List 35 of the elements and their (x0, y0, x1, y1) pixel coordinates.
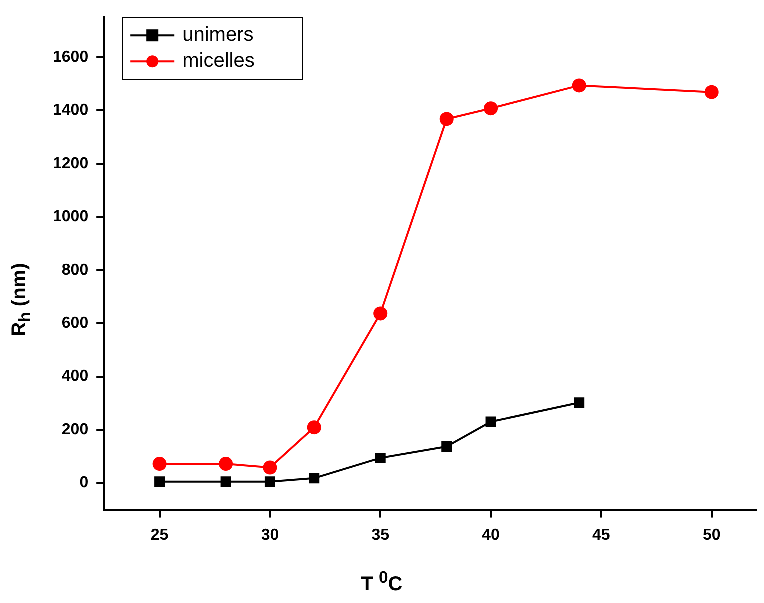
point (263, 460, 278, 475)
x-tick-label: 25 (150, 526, 169, 544)
point (374, 306, 388, 321)
y-tick-label: 1400 (53, 102, 89, 120)
y-tick-label: 0 (80, 474, 89, 492)
y-tick-label: 800 (62, 262, 89, 279)
point (704, 85, 719, 100)
point (440, 112, 454, 126)
x-tick-label: 30 (261, 526, 280, 544)
x-tick-label: 50 (702, 526, 721, 544)
point (486, 416, 496, 428)
point (442, 442, 452, 452)
point (307, 420, 322, 435)
point (264, 476, 276, 488)
y-tick-label: 200 (62, 421, 89, 438)
y-tick-label: 400 (62, 368, 89, 386)
point (220, 476, 232, 488)
point (375, 452, 386, 464)
point (572, 78, 586, 93)
x-tick-label: 35 (372, 526, 390, 544)
legend-label: unimers (182, 24, 254, 46)
x-tick-label: 40 (482, 526, 500, 544)
y-tick-label: 600 (62, 314, 89, 332)
point (574, 398, 585, 408)
x-axis-title: T $^{0}$C (360, 568, 404, 597)
legend-label: micelles (182, 50, 255, 72)
point (219, 457, 234, 472)
y-tick-label: 1000 (53, 208, 89, 226)
x-tick-label: 45 (592, 526, 610, 544)
point (484, 102, 498, 116)
y-tick-label: 1200 (53, 155, 89, 172)
point (309, 473, 320, 484)
point (152, 457, 167, 472)
point (154, 476, 166, 488)
y-tick-label: 1600 (53, 48, 89, 66)
